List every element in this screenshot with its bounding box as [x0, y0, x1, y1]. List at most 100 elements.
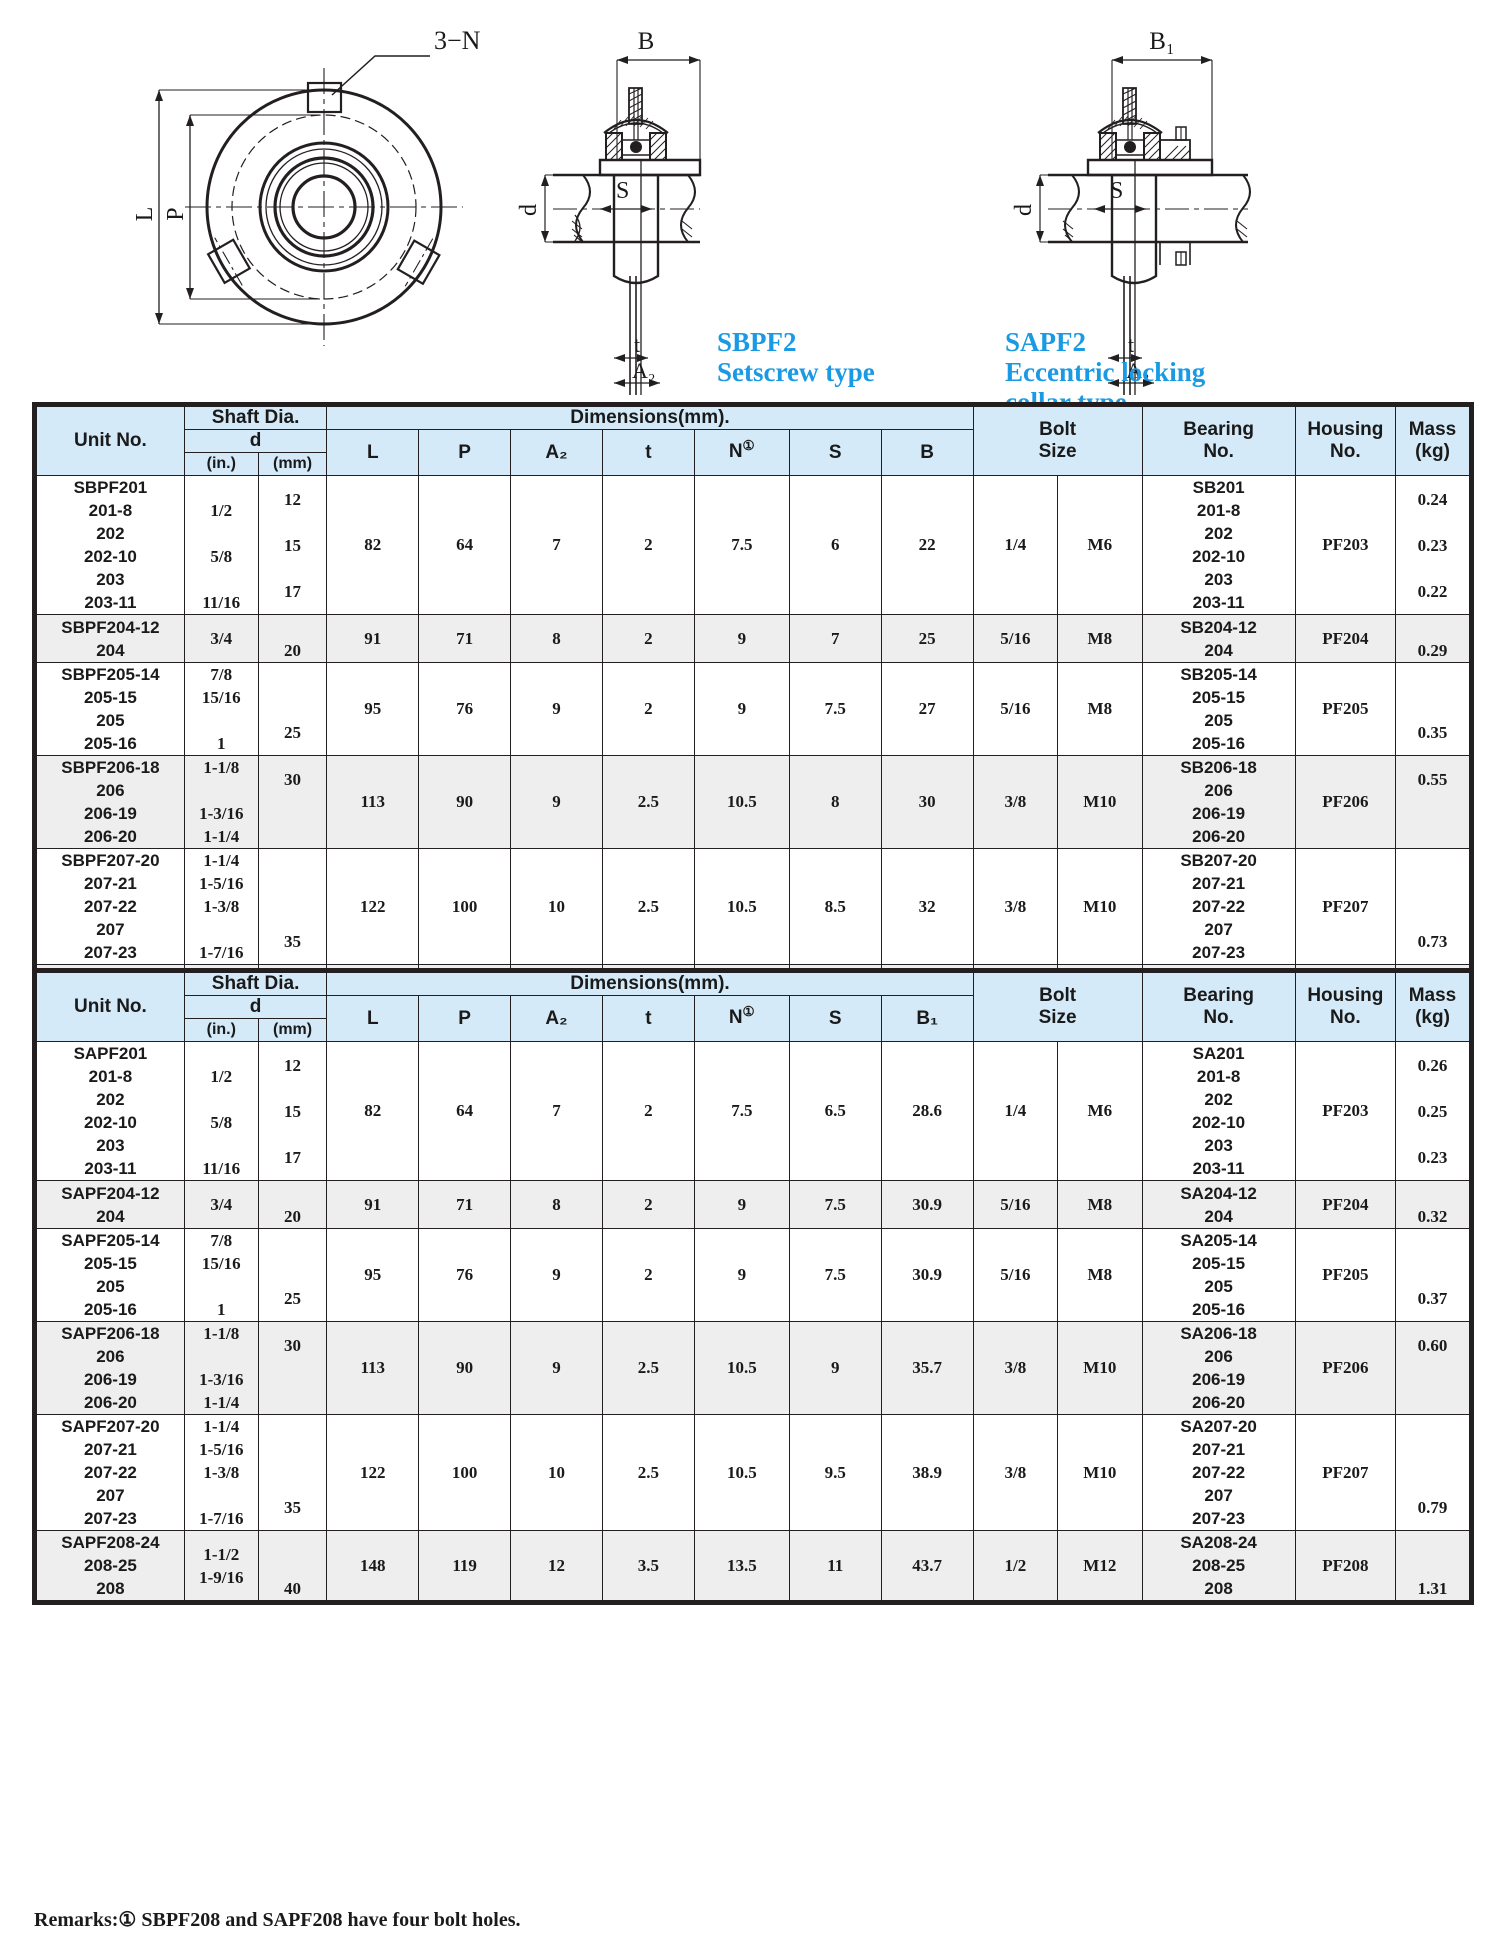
cell-bolt-metric: M10 [1057, 1321, 1143, 1415]
cell-bolt-metric: M10 [1057, 755, 1143, 849]
th-bearing-no: Bearing No. [1141, 406, 1296, 476]
cell-A2: 10 [510, 1414, 603, 1531]
cell-d-mm: 20 [257, 1180, 328, 1229]
cell-A2: 8 [510, 1180, 603, 1229]
th-col-N-text: N [728, 441, 743, 462]
cell-bolt-in: 3/8 [972, 755, 1059, 849]
th-bolt-size: Bolt Size [972, 406, 1143, 476]
cell-d-mm: 25 [257, 1228, 328, 1322]
cell-P: 71 [418, 1180, 512, 1229]
table-row: SAPF206-18 206 206-19 206-20 1-1/8 1-3/1… [36, 1321, 1471, 1415]
cell-bolt-metric: M8 [1057, 614, 1143, 663]
cell-housing-no: PF208 [1294, 1530, 1396, 1601]
cell-d-in: 1-1/2 1-9/16 [183, 1530, 259, 1601]
cell-bolt-in: 5/16 [972, 614, 1059, 663]
cell-mass: 0.73 [1394, 848, 1471, 965]
th-col-A2: A₂ [510, 995, 603, 1042]
cell-N: 10.5 [693, 755, 790, 849]
table2-header: Unit No. Shaft Dia. Dimensions(mm). Bolt… [36, 972, 1471, 1042]
cell-mass: 0.60 [1394, 1321, 1471, 1415]
th-d: d [183, 429, 328, 453]
table2-body: SAPF201 201-8 202 202-10 203 203-11 1/2 … [36, 1041, 1471, 1601]
cell-d-mm: 35 [257, 1414, 328, 1531]
cell-d-mm: 30 [257, 755, 328, 849]
cell-unit-no: SBPF204-12 204 [36, 614, 185, 663]
spec-table-sapf2: Unit No. Shaft Dia. Dimensions(mm). Bolt… [36, 972, 1471, 1601]
sapf2-section-drawing [1036, 56, 1251, 395]
cell-d-mm: 30 [257, 1321, 328, 1415]
cell-t: 2 [601, 1041, 695, 1181]
cell-housing-no: PF207 [1294, 1414, 1396, 1531]
th-d-mm: (mm) [257, 452, 328, 476]
spec-table-sapf2-container: Unit No. Shaft Dia. Dimensions(mm). Bolt… [32, 968, 1474, 1610]
cell-unit-no: SAPF205-14 205-15 205 205-16 [36, 1228, 185, 1322]
cell-d-in: 7/8 15/16 1 [183, 662, 259, 756]
cell-d-mm: 12 15 17 [257, 475, 328, 615]
table-row: SBPF207-20 207-21 207-22 207 207-23 1-1/… [36, 848, 1471, 965]
label-t-left: t [634, 332, 640, 357]
th-col-N-note: ① [742, 1004, 755, 1019]
technical-drawings: 3−N L P B d S t A₂ B₁ d S t A₂ SBPF2 Sets… [0, 0, 1497, 417]
th-d: d [183, 995, 328, 1019]
cell-bolt-metric: M12 [1057, 1530, 1143, 1601]
cell-B1: 28.6 [880, 1041, 974, 1181]
cell-B1: 30.9 [880, 1180, 974, 1229]
cell-bearing-no: SB206-18 206 206-19 206-20 [1141, 755, 1296, 849]
th-col-S: S [788, 995, 882, 1042]
cell-N: 9 [693, 662, 790, 756]
table-row: SAPF207-20 207-21 207-22 207 207-23 1-1/… [36, 1414, 1471, 1531]
spec-table-sbpf2: Unit No. Shaft Dia. Dimensions(mm). Bolt… [36, 406, 1471, 1035]
th-d-in: (in.) [183, 1018, 259, 1042]
cell-bolt-metric: M10 [1057, 848, 1143, 965]
cell-A2: 8 [510, 614, 603, 663]
caption-sapf2-title: SAPF2 [1005, 327, 1086, 357]
cell-d-mm: 12 15 17 [257, 1041, 328, 1181]
table-row: SBPF201 201-8 202 202-10 203 203-11 1/2 … [36, 475, 1471, 615]
cell-N: 7.5 [693, 1041, 790, 1181]
cell-d-in: 3/4 [183, 1180, 259, 1229]
cell-mass: 0.26 0.25 0.23 [1394, 1041, 1471, 1181]
label-A2-right: A₂ [1126, 358, 1150, 383]
cell-housing-no: PF207 [1294, 848, 1396, 965]
cell-bolt-metric: M6 [1057, 1041, 1143, 1181]
cell-t: 2.5 [601, 1321, 695, 1415]
cell-t: 2 [601, 475, 695, 615]
cell-housing-no: PF206 [1294, 755, 1396, 849]
table-row: SAPF208-24 208-25 208 1-1/2 1-9/16 40 14… [36, 1530, 1471, 1601]
th-bolt-size: Bolt Size [972, 972, 1143, 1042]
table-row: SBPF206-18 206 206-19 206-20 1-1/8 1-3/1… [36, 755, 1471, 849]
cell-bearing-no: SA201 201-8 202 202-10 203 203-11 [1141, 1041, 1296, 1181]
cell-B1: 35.7 [880, 1321, 974, 1415]
cell-housing-no: PF203 [1294, 475, 1396, 615]
cell-bolt-metric: M8 [1057, 662, 1143, 756]
cell-bearing-no: SB207-20 207-21 207-22 207 207-23 [1141, 848, 1296, 965]
cell-d-in: 3/4 [183, 614, 259, 663]
cell-mass: 0.29 [1394, 614, 1471, 663]
cell-mass: 0.55 [1394, 755, 1471, 849]
cell-S: 7 [788, 614, 882, 663]
cell-d-in: 1/2 5/8 11/16 [183, 1041, 259, 1181]
cell-t: 3.5 [601, 1530, 695, 1601]
cell-bearing-no: SB205-14 205-15 205 205-16 [1141, 662, 1296, 756]
cell-mass: 0.37 [1394, 1228, 1471, 1322]
cell-P: 76 [418, 1228, 512, 1322]
cell-N: 9 [693, 614, 790, 663]
label-t-right: t [1128, 332, 1134, 357]
th-mass: Mass (kg) [1394, 972, 1471, 1042]
remarks-note: Remarks:① SBPF208 and SAPF208 have four … [34, 1909, 521, 1931]
cell-S: 7.5 [788, 1228, 882, 1322]
cell-unit-no: SBPF205-14 205-15 205 205-16 [36, 662, 185, 756]
th-col-N-text: N [728, 1007, 743, 1028]
th-unit-no: Unit No. [36, 972, 185, 1042]
cell-A2: 9 [510, 662, 603, 756]
th-shaft-dia: Shaft Dia. [183, 972, 328, 996]
th-col-A2: A₂ [510, 429, 603, 476]
caption-sbpf2-title: SBPF2 [717, 327, 797, 357]
th-col-S: S [788, 429, 882, 476]
cell-L: 91 [326, 614, 420, 663]
table-row: SAPF205-14 205-15 205 205-16 7/8 15/16 1… [36, 1228, 1471, 1322]
cell-B1: 38.9 [880, 1414, 974, 1531]
cell-S: 11 [788, 1530, 882, 1601]
table1-body: SBPF201 201-8 202 202-10 203 203-11 1/2 … [36, 475, 1471, 1035]
cell-L: 122 [326, 848, 420, 965]
